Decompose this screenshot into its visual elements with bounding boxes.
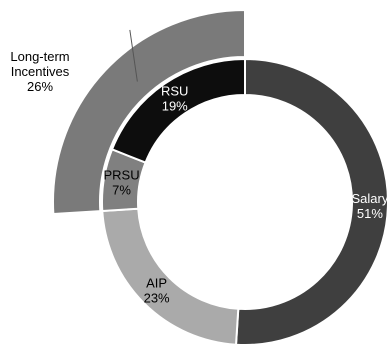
inner-slice-value-prsu: 7% bbox=[112, 182, 131, 197]
inner-slice-value-rsu: 19% bbox=[162, 99, 188, 114]
inner-slice-label-prsu: PRSU bbox=[103, 167, 139, 182]
outer-slice-leader-line bbox=[129, 29, 138, 82]
inner-slice-rsu bbox=[110, 57, 246, 164]
inner-slice-value-aip: 23% bbox=[144, 290, 170, 305]
outer-slice-label-line2: Incentives bbox=[11, 64, 70, 79]
inner-slice-label-aip: AIP bbox=[146, 275, 167, 290]
inner-ring-slices bbox=[101, 57, 387, 346]
outer-slice-value-label: 26% bbox=[27, 79, 53, 94]
inner-slice-label-rsu: RSU bbox=[161, 84, 188, 99]
outer-slice-long-term-incentives bbox=[52, 8, 246, 216]
inner-slice-salary bbox=[234, 57, 387, 346]
inner-slice-aip bbox=[101, 207, 240, 346]
inner-slice-value-salary: 51% bbox=[357, 206, 383, 221]
inner-slice-label-salary: Salary bbox=[352, 191, 387, 206]
outer-slice-label-line1: Long-term bbox=[10, 49, 69, 64]
